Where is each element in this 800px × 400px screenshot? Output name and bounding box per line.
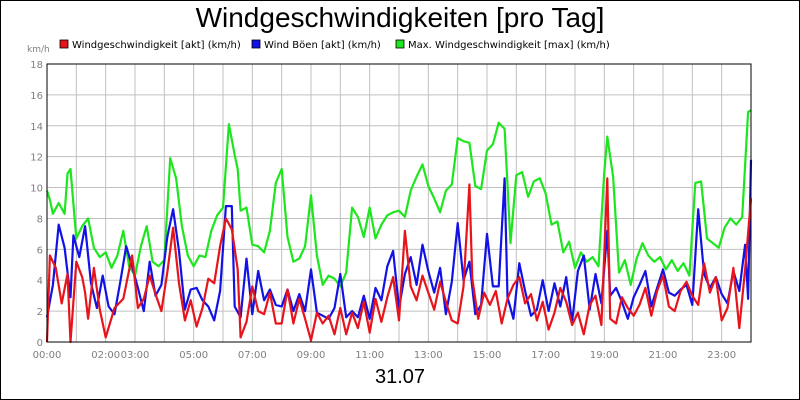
- date-label: 31.07: [374, 366, 426, 388]
- legend-label: Wind Böen [akt] (km/h): [264, 40, 381, 51]
- y-tick-label: 12: [30, 153, 43, 164]
- y-tick-label: 16: [30, 91, 43, 102]
- x-tick-label: 05:00: [179, 350, 208, 361]
- x-tick-label: 13:00: [414, 350, 443, 361]
- y-tick-label: 4: [37, 276, 43, 287]
- x-tick-label: 03:00: [121, 350, 150, 361]
- x-tick-label: 15:00: [473, 350, 502, 361]
- x-tick-label: 21:00: [649, 350, 678, 361]
- x-tick-label: 00:00: [33, 350, 62, 361]
- plot-area-border: [46, 63, 752, 343]
- legend-label: Windgeschwindigkeit [akt] (km/h): [72, 40, 241, 51]
- y-tick-label: 8: [37, 214, 43, 225]
- legend-label: Max. Windgeschwindigkeit [max] (km/h): [408, 40, 610, 51]
- y-tick-label: 0: [37, 338, 43, 349]
- series-line-windgeschwindigkeit-akt-km-h: [45, 177, 753, 344]
- legend-swatch: [395, 39, 405, 49]
- y-axis-unit-label: km/h: [27, 45, 50, 55]
- x-axis-ticks: 00:00 02:00 03:00 05:00 07:00 09:00 11:00 13:00…: [33, 350, 736, 361]
- legend-swatch: [59, 39, 69, 49]
- x-tick-label: 07:00: [238, 350, 267, 361]
- x-tick-label: 11:00: [355, 350, 384, 361]
- legend: Windgeschwindigkeit [akt] (km/h) Wind Böe…: [59, 39, 610, 51]
- grid: [46, 63, 752, 343]
- y-tick-label: 2: [37, 307, 43, 318]
- x-tick-label: 17:00: [531, 350, 560, 361]
- x-tick-label: 19:00: [590, 350, 619, 361]
- chart-title: Windgeschwindigkeiten [pro Tag]: [195, 2, 605, 33]
- y-tick-label: 10: [30, 184, 43, 195]
- series-layer: [45, 109, 753, 344]
- legend-swatch: [251, 39, 261, 49]
- series-line-max-windgeschwindigkeit-max-km-h: [45, 109, 752, 288]
- y-tick-label: 18: [30, 60, 43, 71]
- y-tick-label: 14: [30, 122, 43, 133]
- y-tick-label: 6: [37, 245, 43, 256]
- x-tick-label: 09:00: [297, 350, 326, 361]
- x-tick-label: 23:00: [707, 350, 736, 361]
- y-axis-ticks: 0 2 4 6 8 10 12 14 16 18: [30, 60, 43, 349]
- x-tick-label: 02:00: [91, 350, 120, 361]
